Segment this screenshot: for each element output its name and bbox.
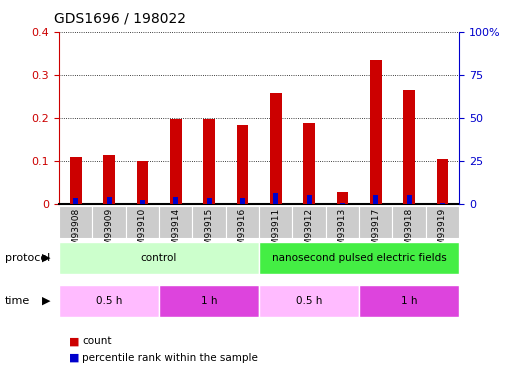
Bar <box>207 198 211 204</box>
Bar <box>259 206 292 238</box>
Text: percentile rank within the sample: percentile rank within the sample <box>82 353 258 363</box>
Bar <box>426 206 459 238</box>
Bar <box>70 157 82 204</box>
Text: ▶: ▶ <box>42 296 50 306</box>
Bar <box>259 285 359 317</box>
Bar <box>359 285 459 317</box>
Bar <box>437 159 448 204</box>
Bar <box>303 123 315 204</box>
Bar <box>337 192 348 204</box>
Text: GSM93914: GSM93914 <box>171 208 180 257</box>
Bar <box>370 60 382 204</box>
Text: GSM93911: GSM93911 <box>271 208 280 257</box>
Text: ▶: ▶ <box>42 253 50 263</box>
Bar <box>440 203 445 204</box>
Text: 1 h: 1 h <box>201 296 218 306</box>
Text: GSM93913: GSM93913 <box>338 208 347 257</box>
Text: GSM93919: GSM93919 <box>438 208 447 257</box>
Bar <box>159 285 259 317</box>
Bar <box>92 206 126 238</box>
Bar <box>103 155 115 204</box>
Bar <box>270 93 282 204</box>
Bar <box>159 206 192 238</box>
Bar <box>192 206 226 238</box>
Bar <box>259 242 459 274</box>
Text: GSM93910: GSM93910 <box>138 208 147 257</box>
Text: ■: ■ <box>69 336 80 346</box>
Text: ■: ■ <box>69 353 80 363</box>
Text: GDS1696 / 198022: GDS1696 / 198022 <box>54 11 186 25</box>
Text: GSM93915: GSM93915 <box>205 208 213 257</box>
Bar <box>403 90 415 204</box>
Bar <box>236 126 248 204</box>
Text: 0.5 h: 0.5 h <box>296 296 322 306</box>
Bar <box>59 285 159 317</box>
Text: control: control <box>141 253 177 263</box>
Bar <box>203 119 215 204</box>
Bar <box>407 195 411 204</box>
Bar <box>140 200 145 204</box>
Text: GSM93917: GSM93917 <box>371 208 380 257</box>
Bar <box>226 206 259 238</box>
Bar <box>373 195 378 204</box>
Bar <box>273 193 278 204</box>
Bar <box>326 206 359 238</box>
Text: GSM93912: GSM93912 <box>305 208 313 257</box>
Bar <box>340 203 345 204</box>
Text: 1 h: 1 h <box>401 296 418 306</box>
Text: GSM93916: GSM93916 <box>238 208 247 257</box>
Bar <box>359 206 392 238</box>
Bar <box>173 198 178 204</box>
Bar <box>307 195 311 204</box>
Bar <box>136 161 148 204</box>
Text: protocol: protocol <box>5 253 50 263</box>
Bar <box>59 206 92 238</box>
Text: 0.5 h: 0.5 h <box>96 296 122 306</box>
Text: GSM93908: GSM93908 <box>71 208 80 257</box>
Bar <box>73 198 78 204</box>
Text: nanosecond pulsed electric fields: nanosecond pulsed electric fields <box>272 253 446 263</box>
Bar <box>392 206 426 238</box>
Text: GSM93909: GSM93909 <box>105 208 113 257</box>
Text: time: time <box>5 296 30 306</box>
Bar <box>240 198 245 204</box>
Bar <box>59 242 259 274</box>
Bar <box>126 206 159 238</box>
Bar <box>107 196 111 204</box>
Bar <box>292 206 326 238</box>
Bar <box>170 119 182 204</box>
Text: GSM93918: GSM93918 <box>405 208 413 257</box>
Text: count: count <box>82 336 112 346</box>
